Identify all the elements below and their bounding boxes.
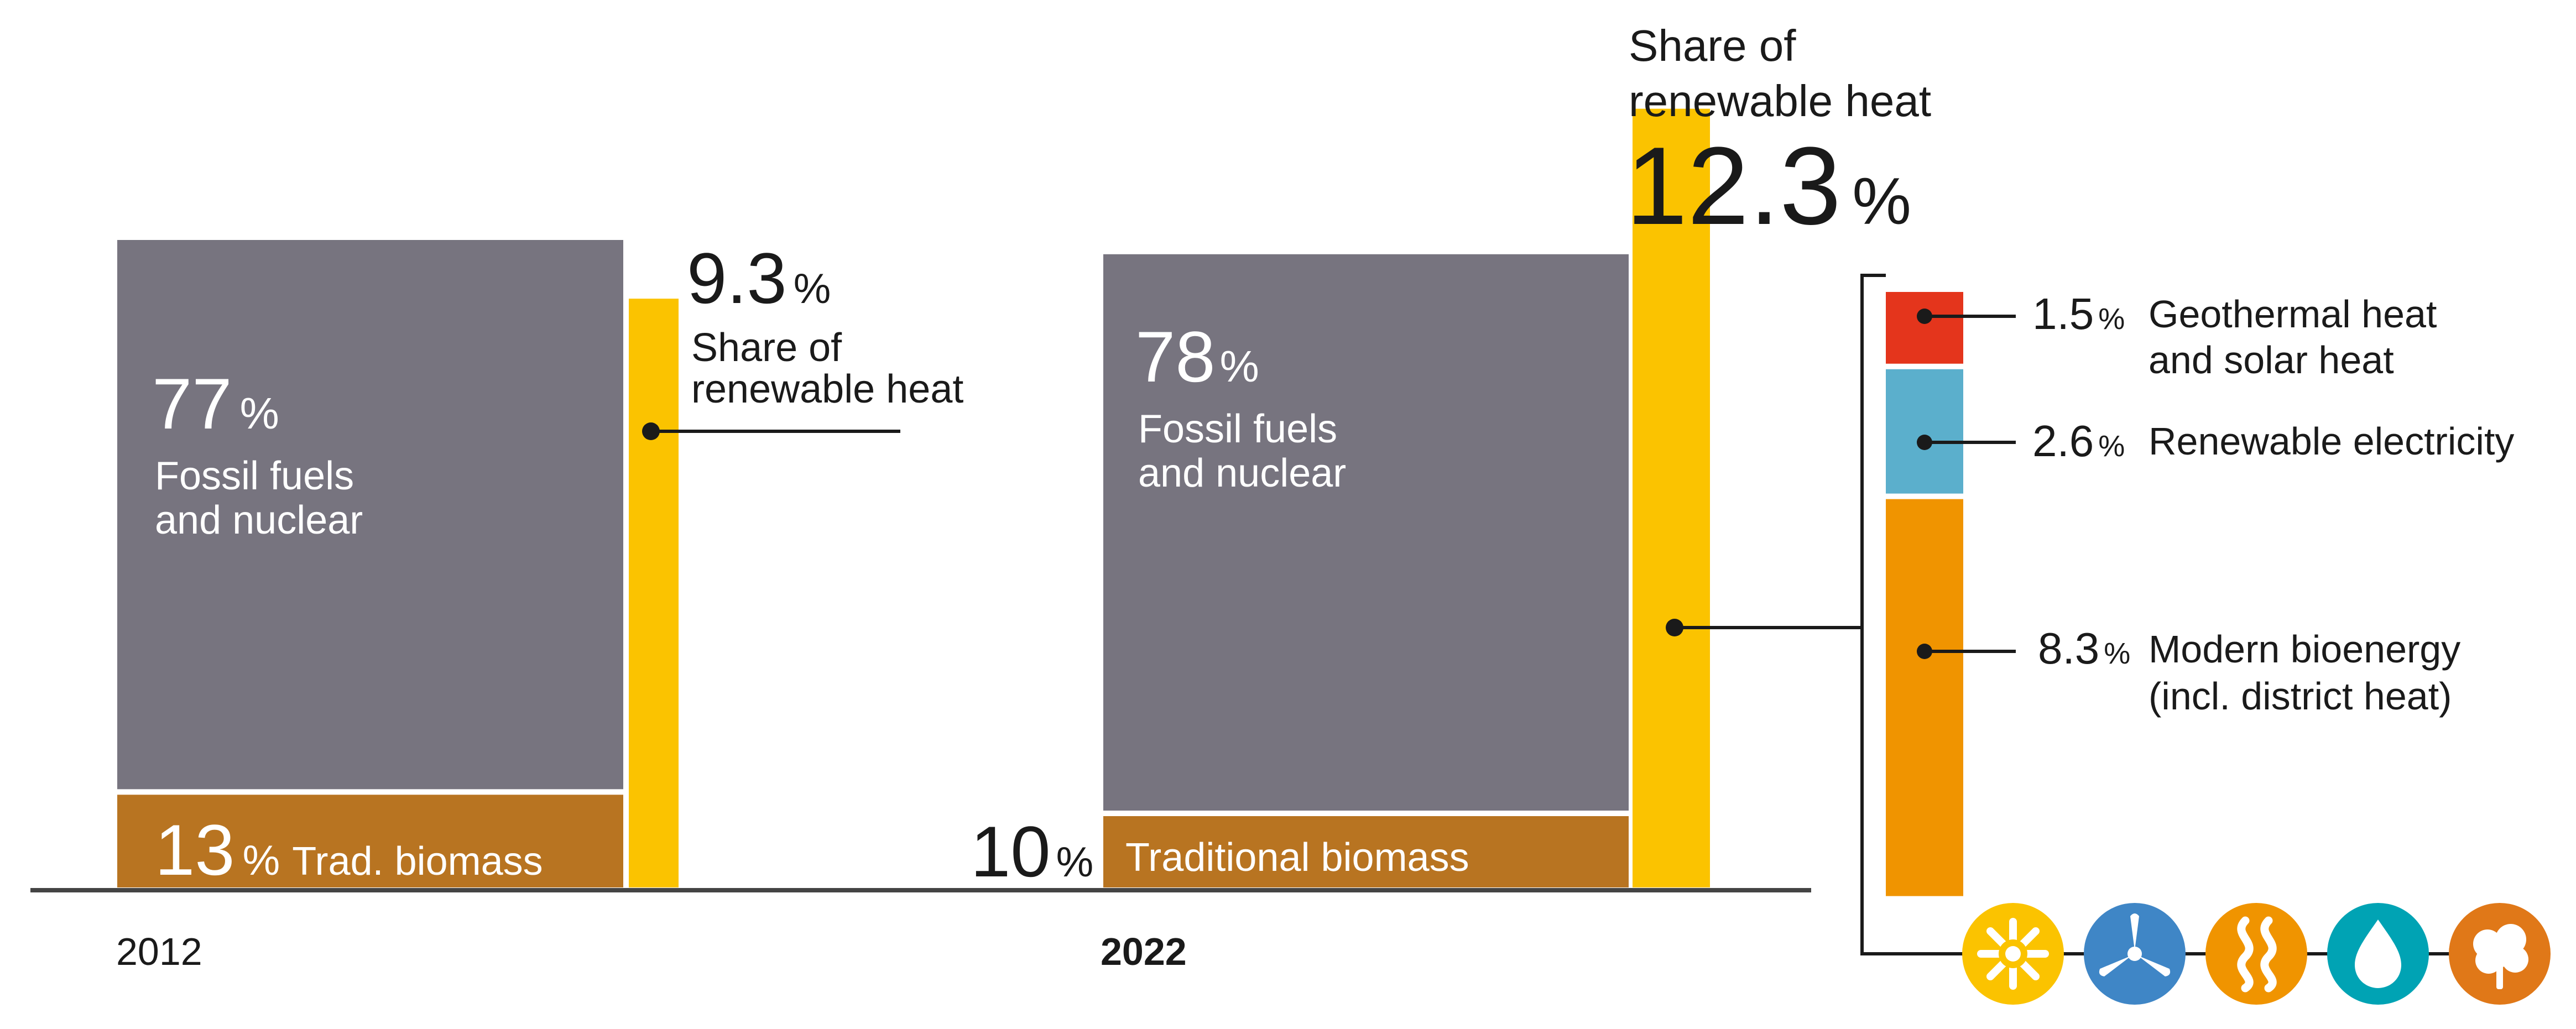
breakdown-label-geo-line1: Geothermal heat (2149, 292, 2437, 336)
label-2022-fossil-line2: and nuclear (1138, 451, 1346, 495)
water-drop-icon (2327, 903, 2429, 1005)
breakdown-value-bio: 8.3% (2038, 624, 2130, 673)
value-label-2022-renew: 12.3% (1626, 124, 1911, 248)
category-label-2022: 2022 (1101, 930, 1187, 973)
breakdown-bar-elec (1886, 369, 1963, 494)
value-label-2012-renew: 9.3% (687, 238, 831, 318)
breakdown-stack (1886, 292, 2016, 896)
solar-icon (1962, 903, 2064, 1005)
wind-turbine-icon (2084, 903, 2186, 1005)
breakdown-bar-geo (1886, 292, 1963, 364)
bar-2012-fossil (117, 240, 623, 790)
category-label-2012: 2012 (116, 930, 202, 973)
breakdown-label-geo-line2: and solar heat (2149, 338, 2394, 382)
label-2022-fossil-line1: Fossil fuels (1138, 407, 1337, 451)
connector-dot (1666, 619, 1683, 636)
bar-2012-renew (629, 299, 679, 887)
breakdown-label-bio-line1: Modern bioenergy (2149, 628, 2460, 671)
label-2012-renew-line1: Share of (691, 326, 842, 370)
leader-dot-2012-renew (642, 422, 660, 440)
breakdown-label-bio-line2: (incl. district heat) (2149, 675, 2452, 718)
bar-2022-fossil (1103, 254, 1629, 811)
bar-2022-renew (1633, 108, 1710, 887)
breakdown-value-geo: 1.5% (2032, 289, 2125, 338)
biomass-tree-icon (2449, 903, 2551, 1005)
label-2022-renew-line1: Share of (1629, 21, 1796, 70)
bar-2012-trad (117, 795, 623, 887)
value-label-2022-trad: 10% (971, 811, 1093, 892)
value-label-2012-fossil: 77% (152, 363, 279, 444)
value-label-2012-trad: 13% Trad. biomass (155, 809, 543, 890)
value-label-2022-fossil: 78% (1135, 316, 1259, 397)
label-2022-renew-line2: renewable heat (1629, 76, 1931, 126)
label-2012-renew-line2: renewable heat (691, 367, 963, 411)
label-2012-fossil-line2: and nuclear (155, 498, 363, 542)
label-2012-fossil-line1: Fossil fuels (155, 454, 354, 498)
breakdown-bar-bio (1886, 499, 1963, 896)
bracket-line (1860, 274, 1969, 955)
label-2022-trad: Traditional biomass (1125, 835, 1469, 880)
bar-2022-trad (1103, 816, 1629, 887)
heat-waves-icon (2205, 903, 2307, 1005)
breakdown-label-elec-line1: Renewable electricity (2149, 420, 2514, 463)
breakdown-value-elec: 2.6% (2032, 416, 2125, 466)
